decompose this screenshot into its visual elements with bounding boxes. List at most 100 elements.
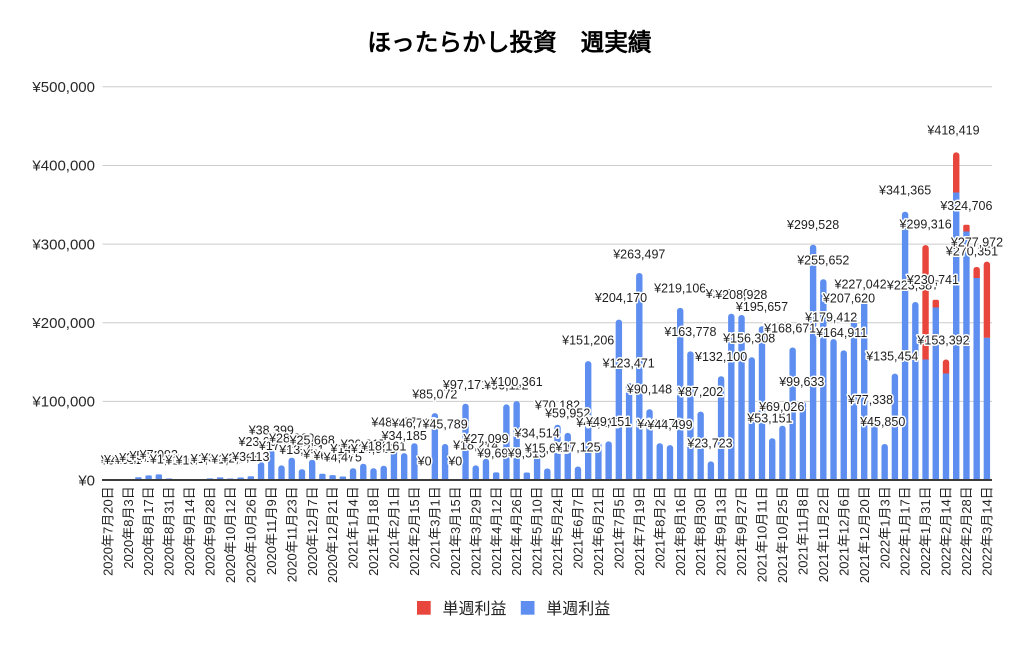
svg-text:2021年12月20日: 2021年12月20日 xyxy=(857,486,872,583)
svg-text:2021年8月30日: 2021年8月30日 xyxy=(693,486,708,576)
svg-text:2021年7月5日: 2021年7月5日 xyxy=(611,486,626,568)
svg-text:¥204,170: ¥204,170 xyxy=(594,291,647,305)
svg-text:2022年2月14日: 2022年2月14日 xyxy=(939,486,954,576)
svg-text:¥277,972: ¥277,972 xyxy=(950,235,1003,249)
svg-text:¥500,000: ¥500,000 xyxy=(31,79,95,96)
svg-text:¥3,113: ¥3,113 xyxy=(231,450,269,464)
svg-text:¥99,633: ¥99,633 xyxy=(778,375,824,389)
svg-text:¥1,949: ¥1,949 xyxy=(190,452,229,466)
svg-text:2020年12月21日: 2020年12月21日 xyxy=(325,486,340,583)
svg-text:¥156,308: ¥156,308 xyxy=(722,332,775,346)
svg-text:¥341,365: ¥341,365 xyxy=(878,184,931,198)
svg-text:¥28,260: ¥28,260 xyxy=(268,432,314,446)
svg-text:¥299,528: ¥299,528 xyxy=(786,218,839,232)
svg-text:¥45,850: ¥45,850 xyxy=(859,415,905,429)
svg-text:¥0: ¥0 xyxy=(192,454,207,468)
svg-text:¥324,706: ¥324,706 xyxy=(939,199,992,213)
svg-text:¥2,964: ¥2,964 xyxy=(220,451,259,465)
svg-text:2020年9月28日: 2020年9月28日 xyxy=(203,486,218,576)
svg-text:¥46,712: ¥46,712 xyxy=(391,417,437,431)
svg-text:¥14,894: ¥14,894 xyxy=(330,442,376,456)
svg-text:2021年6月7日: 2021年6月7日 xyxy=(571,486,586,568)
svg-text:2021年11月8日: 2021年11月8日 xyxy=(795,486,810,575)
svg-text:¥0: ¥0 xyxy=(447,455,462,469)
svg-text:¥34,185: ¥34,185 xyxy=(381,429,427,443)
svg-text:2020年12月7日: 2020年12月7日 xyxy=(305,486,320,576)
svg-text:2021年5月10日: 2021年5月10日 xyxy=(530,486,545,576)
svg-text:¥227,042: ¥227,042 xyxy=(834,277,887,291)
svg-text:¥911: ¥911 xyxy=(114,453,142,467)
svg-text:¥23,067: ¥23,067 xyxy=(238,435,284,449)
svg-text:2020年9月14日: 2020年9月14日 xyxy=(182,486,197,576)
svg-text:¥3,310: ¥3,310 xyxy=(200,451,239,465)
svg-text:2021年4月12日: 2021年4月12日 xyxy=(489,486,504,576)
svg-text:¥15,683: ¥15,683 xyxy=(524,442,570,456)
svg-text:2022年3月14日: 2022年3月14日 xyxy=(979,486,994,576)
svg-text:2022年1月3日: 2022年1月3日 xyxy=(877,486,892,568)
svg-text:¥211,704: ¥211,704 xyxy=(705,287,757,301)
svg-text:ほったらかし投資 週実績: ほったらかし投資 週実績 xyxy=(367,29,652,57)
svg-text:2022年1月17日: 2022年1月17日 xyxy=(898,486,913,576)
svg-text:¥0: ¥0 xyxy=(417,455,432,469)
svg-text:2021年2月15日: 2021年2月15日 xyxy=(407,486,422,576)
svg-text:¥132,100: ¥132,100 xyxy=(694,350,747,364)
svg-text:2021年3月1日: 2021年3月1日 xyxy=(427,486,442,568)
svg-text:¥135,454: ¥135,454 xyxy=(865,350,918,364)
svg-text:¥179,412: ¥179,412 xyxy=(804,310,857,324)
svg-text:¥14,903: ¥14,903 xyxy=(350,442,396,456)
svg-text:¥17,125: ¥17,125 xyxy=(554,440,600,454)
svg-text:¥18,161: ¥18,161 xyxy=(360,440,406,454)
svg-text:¥49,151: ¥49,151 xyxy=(585,415,631,429)
svg-text:¥38,399: ¥38,399 xyxy=(248,424,294,438)
svg-text:¥9,515: ¥9,515 xyxy=(507,446,546,460)
svg-text:¥299,316: ¥299,316 xyxy=(899,217,952,231)
svg-text:¥4,475: ¥4,475 xyxy=(323,450,362,464)
svg-text:¥46,979: ¥46,979 xyxy=(636,417,682,431)
svg-text:2020年11月9日: 2020年11月9日 xyxy=(264,486,279,575)
svg-text:2021年3月15日: 2021年3月15日 xyxy=(448,486,463,576)
svg-text:¥90,148: ¥90,148 xyxy=(626,382,672,396)
svg-text:¥207,620: ¥207,620 xyxy=(822,291,875,305)
svg-text:¥0: ¥0 xyxy=(77,472,95,489)
svg-text:¥48,115: ¥48,115 xyxy=(575,416,620,430)
svg-text:¥123,471: ¥123,471 xyxy=(602,356,655,370)
svg-text:¥200,000: ¥200,000 xyxy=(31,315,95,332)
svg-text:2020年8月31日: 2020年8月31日 xyxy=(162,486,177,576)
svg-text:2021年9月13日: 2021年9月13日 xyxy=(714,486,729,576)
svg-text:¥195,657: ¥195,657 xyxy=(735,300,788,314)
svg-text:2021年10月25日: 2021年10月25日 xyxy=(775,486,790,583)
svg-text:2021年1月4日: 2021年1月4日 xyxy=(346,486,361,568)
svg-text:¥18,214: ¥18,214 xyxy=(452,439,498,453)
svg-text:2021年4月26日: 2021年4月26日 xyxy=(509,486,524,576)
svg-text:¥77,338: ¥77,338 xyxy=(847,393,893,407)
svg-text:¥164,911: ¥164,911 xyxy=(815,326,867,340)
svg-text:2021年8月16日: 2021年8月16日 xyxy=(673,486,688,576)
svg-text:2021年5月24日: 2021年5月24日 xyxy=(550,486,565,576)
svg-text:2020年8月3日: 2020年8月3日 xyxy=(121,486,136,568)
svg-text:2021年3月29日: 2021年3月29日 xyxy=(468,486,483,576)
svg-text:2021年8月2日: 2021年8月2日 xyxy=(652,486,667,568)
svg-text:¥85,072: ¥85,072 xyxy=(411,388,457,402)
svg-text:¥70,182: ¥70,182 xyxy=(534,399,580,413)
svg-text:¥7,093: ¥7,093 xyxy=(139,448,178,462)
svg-text:¥163,778: ¥163,778 xyxy=(663,325,716,339)
svg-text:¥230,741: ¥230,741 xyxy=(906,273,959,287)
svg-text:2021年7月19日: 2021年7月19日 xyxy=(632,486,647,576)
svg-text:¥219,106: ¥219,106 xyxy=(653,281,706,295)
svg-text:2021年9月27日: 2021年9月27日 xyxy=(734,486,749,576)
svg-text:¥23,723: ¥23,723 xyxy=(686,436,732,450)
svg-text:¥87,202: ¥87,202 xyxy=(677,385,723,399)
svg-text:単週利益: 単週利益 xyxy=(443,600,507,618)
svg-text:¥263,497: ¥263,497 xyxy=(612,247,665,261)
svg-text:¥208,928: ¥208,928 xyxy=(714,288,767,302)
svg-text:¥17,842: ¥17,842 xyxy=(258,439,304,453)
svg-text:¥7,841: ¥7,841 xyxy=(302,447,341,461)
svg-text:¥45,789: ¥45,789 xyxy=(422,417,468,431)
svg-text:¥5,856: ¥5,856 xyxy=(128,449,167,463)
svg-text:¥498: ¥498 xyxy=(103,453,132,467)
svg-text:¥97,171: ¥97,171 xyxy=(442,378,488,392)
svg-text:2020年11月23日: 2020年11月23日 xyxy=(284,486,299,582)
svg-text:¥6,254: ¥6,254 xyxy=(312,449,351,463)
svg-text:2020年10月12日: 2020年10月12日 xyxy=(223,486,238,583)
svg-text:¥96,112: ¥96,112 xyxy=(483,378,528,392)
